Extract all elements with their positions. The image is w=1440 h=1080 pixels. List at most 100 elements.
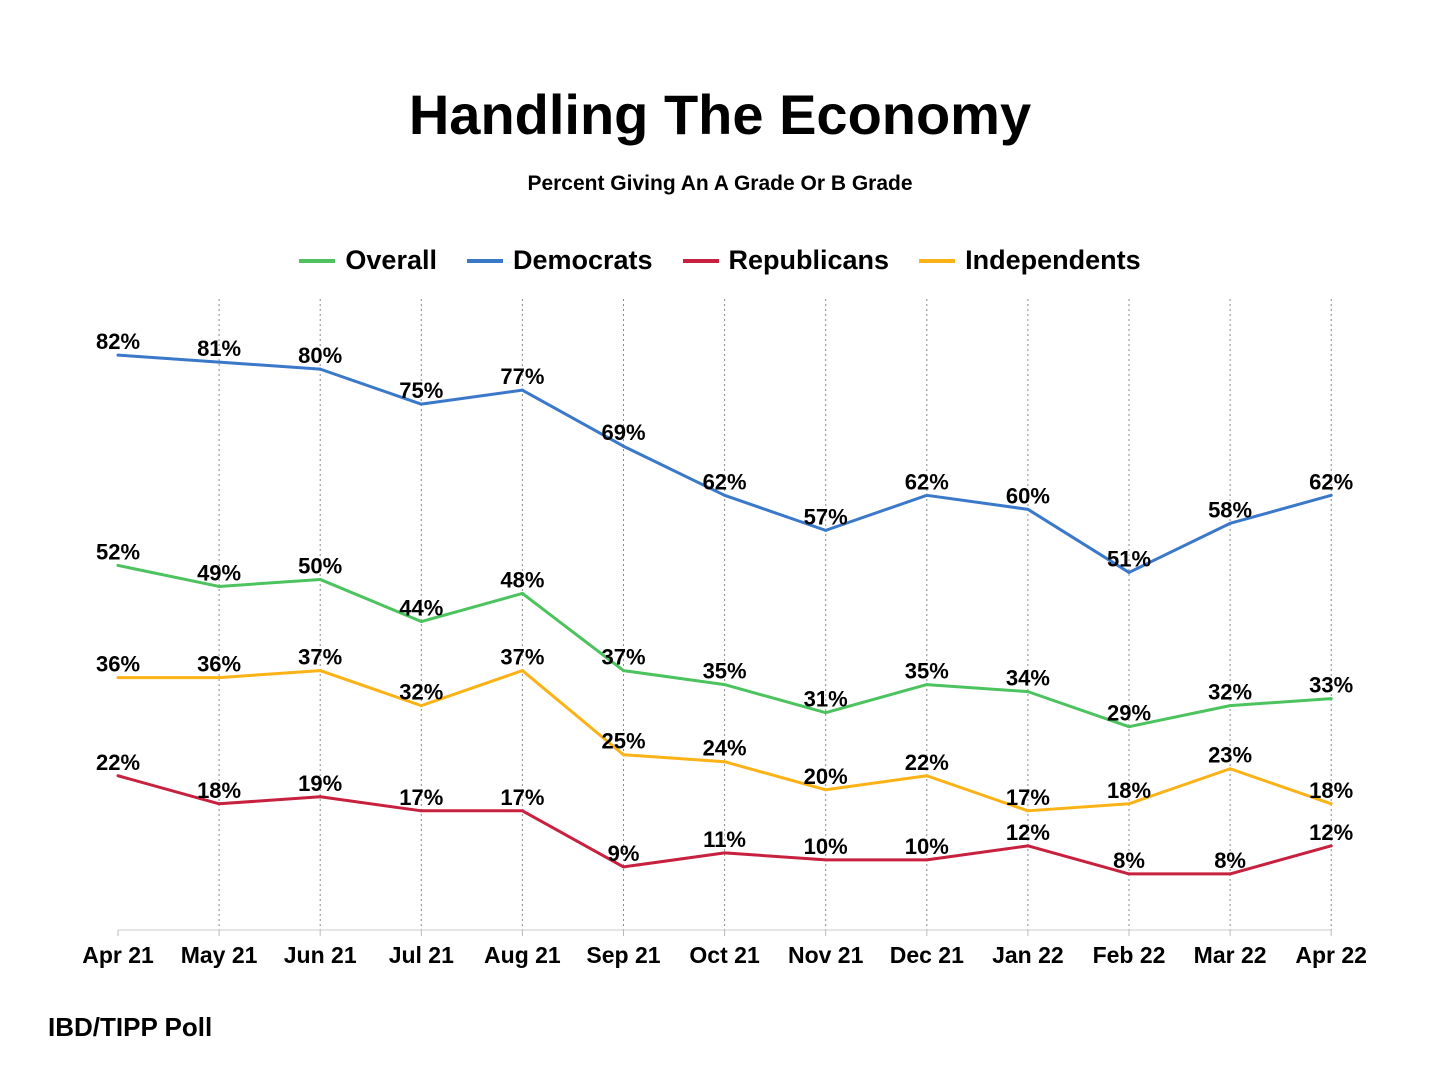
- data-point: [1026, 809, 1030, 813]
- x-tick-label: Jul 21: [389, 942, 454, 968]
- data-label: 23%: [1208, 743, 1252, 768]
- data-point: [824, 788, 828, 792]
- data-point: [217, 676, 221, 680]
- data-label: 19%: [298, 771, 342, 796]
- data-point: [925, 493, 929, 497]
- data-label: 62%: [905, 469, 949, 494]
- data-label: 58%: [1208, 497, 1252, 522]
- data-point: [723, 760, 727, 764]
- chart-subtitle: Percent Giving An A Grade Or B Grade: [527, 172, 913, 195]
- data-label: 34%: [1006, 666, 1050, 691]
- data-label: 18%: [1107, 778, 1151, 803]
- data-point: [1329, 802, 1333, 806]
- data-point: [1127, 570, 1131, 574]
- data-point: [520, 669, 524, 673]
- x-tick-label: Feb 22: [1093, 942, 1166, 968]
- data-point: [723, 683, 727, 687]
- data-point: [419, 402, 423, 406]
- data-point: [318, 577, 322, 581]
- data-label: 36%: [197, 652, 241, 677]
- data-point: [419, 620, 423, 624]
- data-point: [419, 704, 423, 708]
- data-label: 31%: [804, 687, 848, 712]
- legend-item-overall: Overall: [299, 245, 437, 276]
- x-tick-label: Apr 21: [82, 942, 154, 968]
- x-tick-label: Sep 21: [586, 942, 660, 968]
- data-point: [824, 711, 828, 715]
- data-point: [824, 858, 828, 862]
- data-point: [1329, 844, 1333, 848]
- data-label: 77%: [500, 364, 544, 389]
- data-label: 22%: [905, 750, 949, 775]
- data-label: 18%: [1309, 778, 1353, 803]
- x-tick-label: Aug 21: [484, 942, 561, 968]
- data-point: [217, 584, 221, 588]
- data-label: 8%: [1113, 848, 1145, 873]
- legend-label: Independents: [965, 245, 1141, 275]
- legend-item-democrats: Democrats: [466, 245, 653, 276]
- data-point: [622, 669, 625, 673]
- legend-label: Republicans: [728, 245, 890, 275]
- data-label: 24%: [703, 736, 747, 761]
- data-label: 17%: [500, 785, 544, 810]
- data-label: 35%: [905, 659, 949, 684]
- data-point: [217, 802, 221, 806]
- data-label: 32%: [1208, 680, 1252, 705]
- data-label: 60%: [1006, 483, 1050, 508]
- x-tick-label: Nov 21: [788, 942, 864, 968]
- chart-title: Handling The Economy: [408, 83, 1032, 146]
- data-point: [1026, 507, 1030, 511]
- data-point: [520, 591, 524, 595]
- data-point: [1329, 697, 1333, 701]
- data-label: 37%: [601, 645, 645, 670]
- data-point: [1228, 521, 1232, 525]
- data-label: 33%: [1309, 673, 1353, 698]
- data-point: [1329, 493, 1333, 497]
- data-label: 80%: [298, 343, 342, 368]
- data-point: [318, 669, 322, 673]
- data-label: 10%: [905, 834, 949, 859]
- data-point: [520, 809, 524, 813]
- data-label: 25%: [601, 729, 645, 754]
- data-label: 20%: [804, 764, 848, 789]
- x-tick-label: Mar 22: [1194, 942, 1267, 968]
- data-label: 8%: [1214, 848, 1246, 873]
- data-label: 37%: [298, 645, 342, 670]
- data-point: [1127, 872, 1131, 876]
- data-label: 62%: [703, 469, 747, 494]
- data-point: [318, 795, 322, 799]
- data-label: 36%: [96, 652, 140, 677]
- data-label: 18%: [197, 778, 241, 803]
- data-point: [723, 493, 727, 497]
- data-point: [925, 683, 929, 687]
- x-tick-label: Dec 21: [890, 942, 964, 968]
- data-label: 10%: [804, 834, 848, 859]
- legend-label: Democrats: [512, 245, 653, 275]
- data-label: 81%: [197, 336, 241, 361]
- data-label: 37%: [500, 645, 544, 670]
- data-label: 69%: [601, 420, 645, 445]
- data-point: [1228, 872, 1232, 876]
- legend-label: Overall: [345, 245, 437, 275]
- data-point: [1228, 704, 1232, 708]
- data-label: 82%: [96, 329, 140, 354]
- data-label: 12%: [1006, 820, 1050, 845]
- data-label: 49%: [197, 560, 241, 585]
- legend-item-independents: Independents: [919, 245, 1141, 276]
- data-point: [116, 676, 120, 680]
- legend-swatch: [919, 258, 956, 263]
- data-point: [925, 858, 929, 862]
- data-point: [622, 444, 625, 448]
- data-point: [622, 865, 625, 869]
- source-label: IBD/TIPP Poll: [48, 1012, 213, 1042]
- data-point: [1127, 802, 1131, 806]
- x-tick-label: Oct 21: [689, 942, 760, 968]
- x-tick-label: Jun 21: [284, 942, 357, 968]
- data-point: [1026, 844, 1030, 848]
- data-label: 11%: [703, 827, 746, 852]
- data-point: [217, 360, 221, 364]
- x-tick-label: Jan 22: [992, 942, 1064, 968]
- data-label: 62%: [1309, 469, 1353, 494]
- data-label: 75%: [399, 378, 443, 403]
- data-point: [723, 851, 727, 855]
